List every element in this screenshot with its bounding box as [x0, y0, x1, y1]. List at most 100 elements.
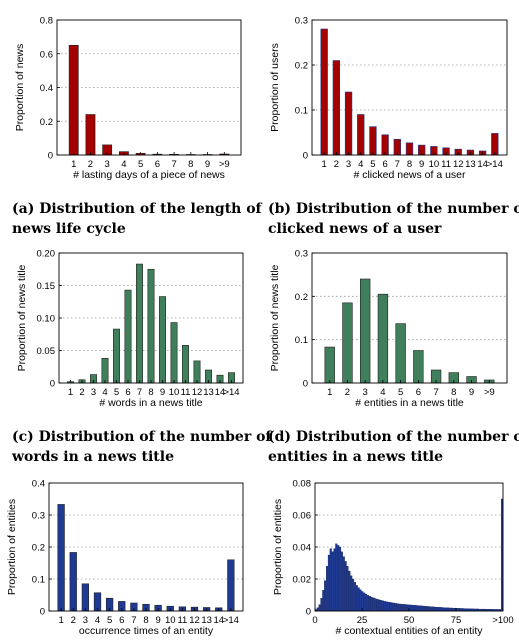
- bar: [439, 607, 442, 612]
- bar: [432, 606, 435, 612]
- bar: [406, 604, 409, 612]
- bar: [450, 607, 453, 612]
- chart-a: 0 0.2 0.4 0.6 0.8 1 2 3 4 5 6 7 8 9 >9# lasting days o…: [14, 16, 242, 181]
- bar: [348, 570, 351, 612]
- bar: [366, 595, 369, 612]
- bar: [85, 114, 96, 156]
- caption-b-line2: clicked news of a user: [268, 221, 442, 237]
- y-tick-label: 0.2: [295, 292, 308, 303]
- x-tick-label: 4: [358, 159, 363, 170]
- y-tick-label: 0.2: [295, 61, 308, 72]
- y-tick-label: 0.2: [32, 543, 45, 554]
- y-tick-label: 0.20: [37, 249, 56, 260]
- bar: [355, 585, 358, 612]
- x-tick-label: 11: [441, 159, 451, 170]
- y-axis-label: Proportion of news title: [16, 264, 28, 371]
- bar: [335, 543, 338, 612]
- y-tick-label: 0.4: [40, 83, 53, 94]
- y-tick-label: 0.4: [32, 479, 45, 490]
- bar: [359, 589, 362, 612]
- bar: [383, 601, 386, 612]
- bar: [400, 603, 403, 612]
- bar: [318, 604, 321, 612]
- bar: [170, 322, 178, 384]
- bar: [391, 602, 394, 612]
- axes-frame: [311, 252, 508, 384]
- x-tick-label: 2: [88, 159, 93, 170]
- x-tick-label: 10: [429, 159, 440, 170]
- x-tick-label: 9: [419, 159, 424, 170]
- caption-c-line2: words in a news title: [11, 449, 174, 465]
- bar: [329, 548, 332, 612]
- bar: [437, 607, 440, 612]
- x-tick-label: 6: [155, 159, 160, 170]
- y-tick-label: 0.06: [293, 511, 312, 522]
- bar: [395, 323, 406, 384]
- chart-e: 00.10.20.30.41 2 3 4 5 6 7 8 9 10 11 12 13 14>14occur…: [6, 479, 244, 637]
- bar: [443, 607, 446, 612]
- y-tick-label: 0.05: [37, 346, 56, 357]
- x-tick-label: 12: [189, 615, 200, 626]
- x-axis-label: # entities in a news title: [355, 397, 464, 409]
- x-tick-label: 5: [138, 159, 143, 170]
- x-tick-label: 14: [213, 615, 224, 626]
- x-tick-label: 8: [188, 159, 193, 170]
- chart-c: 00.050.100.150.201 2 3 4 5 6 7 8 9 10 11 12 13 14>14#…: [16, 249, 244, 409]
- bar: [409, 604, 412, 612]
- y-tick-label: 0.3: [295, 16, 308, 27]
- bar: [387, 601, 390, 612]
- bar: [372, 597, 375, 612]
- x-tick-label: 6: [119, 615, 124, 626]
- bar: [337, 545, 340, 612]
- bar: [424, 606, 427, 612]
- bar: [445, 607, 448, 612]
- y-tick-label: 0.02: [293, 575, 312, 586]
- x-tick-label: >14: [487, 159, 503, 170]
- x-tick-label: 3: [346, 159, 351, 170]
- x-tick-label: 14: [215, 387, 226, 398]
- x-tick-label: 50: [404, 615, 415, 626]
- bar: [357, 114, 365, 156]
- chart-b: 00.10.20.31 2 3 4 5 6 7 8 9 10 11 12 13 14>14# clicke…: [269, 16, 508, 181]
- x-tick-label: 7: [395, 159, 400, 170]
- x-tick-label: 4: [121, 159, 126, 170]
- bar: [370, 596, 373, 612]
- y-tick-label: 0.15: [37, 281, 56, 292]
- bar: [333, 548, 336, 612]
- x-tick-label: 11: [181, 387, 191, 398]
- bar: [193, 360, 201, 384]
- bar: [419, 605, 422, 612]
- bar: [342, 302, 353, 384]
- bar: [136, 263, 143, 384]
- x-axis-label: # clicked news of a user: [353, 169, 466, 181]
- axes-frame: [56, 19, 242, 156]
- x-tick-label: 25: [357, 615, 368, 626]
- bar: [322, 590, 325, 612]
- x-tick-label: >14: [223, 387, 239, 398]
- x-tick-label: 8: [451, 387, 456, 398]
- bar: [357, 587, 360, 612]
- bar: [381, 134, 389, 156]
- bar: [385, 601, 388, 612]
- bar: [404, 604, 407, 612]
- x-tick-label: 6: [416, 387, 421, 398]
- bar: [426, 606, 429, 612]
- x-tick-label: 9: [469, 387, 474, 398]
- bar: [435, 607, 438, 612]
- bar: [396, 603, 399, 612]
- bar: [342, 556, 345, 612]
- bar: [378, 599, 381, 612]
- x-tick-label: 10: [169, 387, 180, 398]
- bar: [344, 561, 347, 612]
- x-tick-label: 13: [465, 159, 476, 170]
- caption-d-line1: (d) Distribution of the number of: [268, 429, 519, 445]
- x-tick-label: 4: [380, 387, 385, 398]
- x-axis-label: # contextual entities of an entity: [335, 625, 483, 637]
- x-tick-label: 6: [382, 159, 387, 170]
- caption-a-line1: (a) Distribution of the length of: [12, 201, 263, 217]
- chart-f: 0 0.02 0.04 0.06 0.08 0 25 50 75 >100 # contextual…: [272, 479, 514, 638]
- bar: [346, 566, 349, 612]
- x-tick-label: 2: [71, 615, 76, 626]
- y-tick-label: 0: [40, 607, 45, 618]
